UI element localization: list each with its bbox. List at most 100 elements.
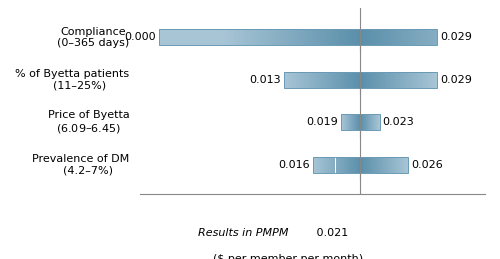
Bar bbox=[336, 29, 337, 46]
Bar bbox=[376, 72, 378, 88]
Bar bbox=[434, 72, 435, 88]
Bar bbox=[162, 29, 164, 46]
Bar bbox=[205, 29, 206, 46]
Bar bbox=[280, 29, 281, 46]
Bar bbox=[419, 29, 420, 46]
Bar bbox=[276, 29, 278, 46]
Bar bbox=[400, 29, 401, 46]
Bar bbox=[251, 29, 252, 46]
Bar bbox=[378, 72, 379, 88]
Bar bbox=[426, 72, 427, 88]
Bar bbox=[402, 29, 404, 46]
Bar bbox=[415, 72, 416, 88]
Bar bbox=[312, 156, 408, 173]
Bar bbox=[238, 29, 240, 46]
Bar bbox=[386, 72, 387, 88]
Bar bbox=[353, 72, 354, 88]
Bar bbox=[210, 29, 212, 46]
Text: 0.029: 0.029 bbox=[440, 32, 472, 42]
Bar bbox=[383, 29, 384, 46]
Bar bbox=[355, 72, 356, 88]
Bar bbox=[430, 29, 432, 46]
Bar bbox=[282, 29, 283, 46]
Bar bbox=[191, 29, 192, 46]
Bar bbox=[351, 72, 352, 88]
Bar bbox=[278, 29, 280, 46]
Text: 0.019: 0.019 bbox=[306, 117, 338, 127]
Bar bbox=[298, 72, 299, 88]
Bar bbox=[338, 72, 339, 88]
Bar bbox=[296, 29, 298, 46]
Bar bbox=[354, 72, 355, 88]
Bar bbox=[346, 72, 348, 88]
Bar bbox=[216, 29, 218, 46]
Bar bbox=[312, 72, 313, 88]
Bar bbox=[300, 72, 302, 88]
Bar bbox=[424, 29, 426, 46]
Bar bbox=[300, 29, 301, 46]
Bar bbox=[188, 29, 190, 46]
Bar bbox=[288, 72, 289, 88]
Bar bbox=[212, 29, 214, 46]
Bar bbox=[428, 72, 430, 88]
Bar bbox=[426, 29, 428, 46]
Bar bbox=[382, 72, 384, 88]
Bar bbox=[432, 29, 433, 46]
Bar bbox=[170, 29, 172, 46]
Bar bbox=[302, 72, 303, 88]
Bar bbox=[305, 72, 306, 88]
Bar bbox=[198, 29, 200, 46]
Bar bbox=[192, 29, 194, 46]
Bar bbox=[434, 29, 436, 46]
Bar bbox=[286, 29, 287, 46]
Bar bbox=[340, 72, 341, 88]
Bar bbox=[388, 29, 390, 46]
Bar bbox=[411, 72, 412, 88]
Bar bbox=[355, 29, 356, 46]
Bar bbox=[381, 72, 382, 88]
Bar bbox=[323, 29, 324, 46]
Bar bbox=[402, 72, 404, 88]
Bar bbox=[284, 72, 437, 88]
Bar bbox=[395, 72, 396, 88]
Bar bbox=[236, 29, 237, 46]
Bar bbox=[420, 72, 421, 88]
Bar bbox=[387, 29, 388, 46]
Bar bbox=[314, 72, 315, 88]
Bar bbox=[172, 29, 173, 46]
Bar bbox=[294, 29, 296, 46]
Bar bbox=[246, 29, 248, 46]
Bar bbox=[360, 72, 361, 88]
Bar bbox=[335, 72, 336, 88]
Bar bbox=[430, 72, 431, 88]
Bar bbox=[319, 72, 320, 88]
Bar bbox=[371, 72, 372, 88]
Bar bbox=[159, 29, 160, 46]
Bar bbox=[364, 29, 365, 46]
Bar bbox=[308, 72, 309, 88]
Bar bbox=[190, 29, 191, 46]
Bar bbox=[420, 29, 422, 46]
Bar bbox=[384, 72, 385, 88]
Bar bbox=[416, 72, 417, 88]
Bar bbox=[166, 29, 168, 46]
Bar bbox=[178, 29, 180, 46]
Bar bbox=[333, 29, 334, 46]
Bar bbox=[369, 72, 370, 88]
Bar bbox=[298, 29, 300, 46]
Bar bbox=[338, 29, 340, 46]
Bar bbox=[287, 72, 288, 88]
Bar bbox=[418, 72, 420, 88]
Bar bbox=[320, 72, 322, 88]
Bar bbox=[372, 72, 374, 88]
Bar bbox=[412, 72, 414, 88]
Bar bbox=[342, 72, 343, 88]
Bar bbox=[422, 72, 424, 88]
Bar bbox=[362, 72, 364, 88]
Bar bbox=[365, 29, 366, 46]
Bar bbox=[388, 72, 389, 88]
Bar bbox=[325, 72, 326, 88]
Bar bbox=[432, 72, 433, 88]
Bar bbox=[397, 29, 398, 46]
Bar bbox=[226, 29, 228, 46]
